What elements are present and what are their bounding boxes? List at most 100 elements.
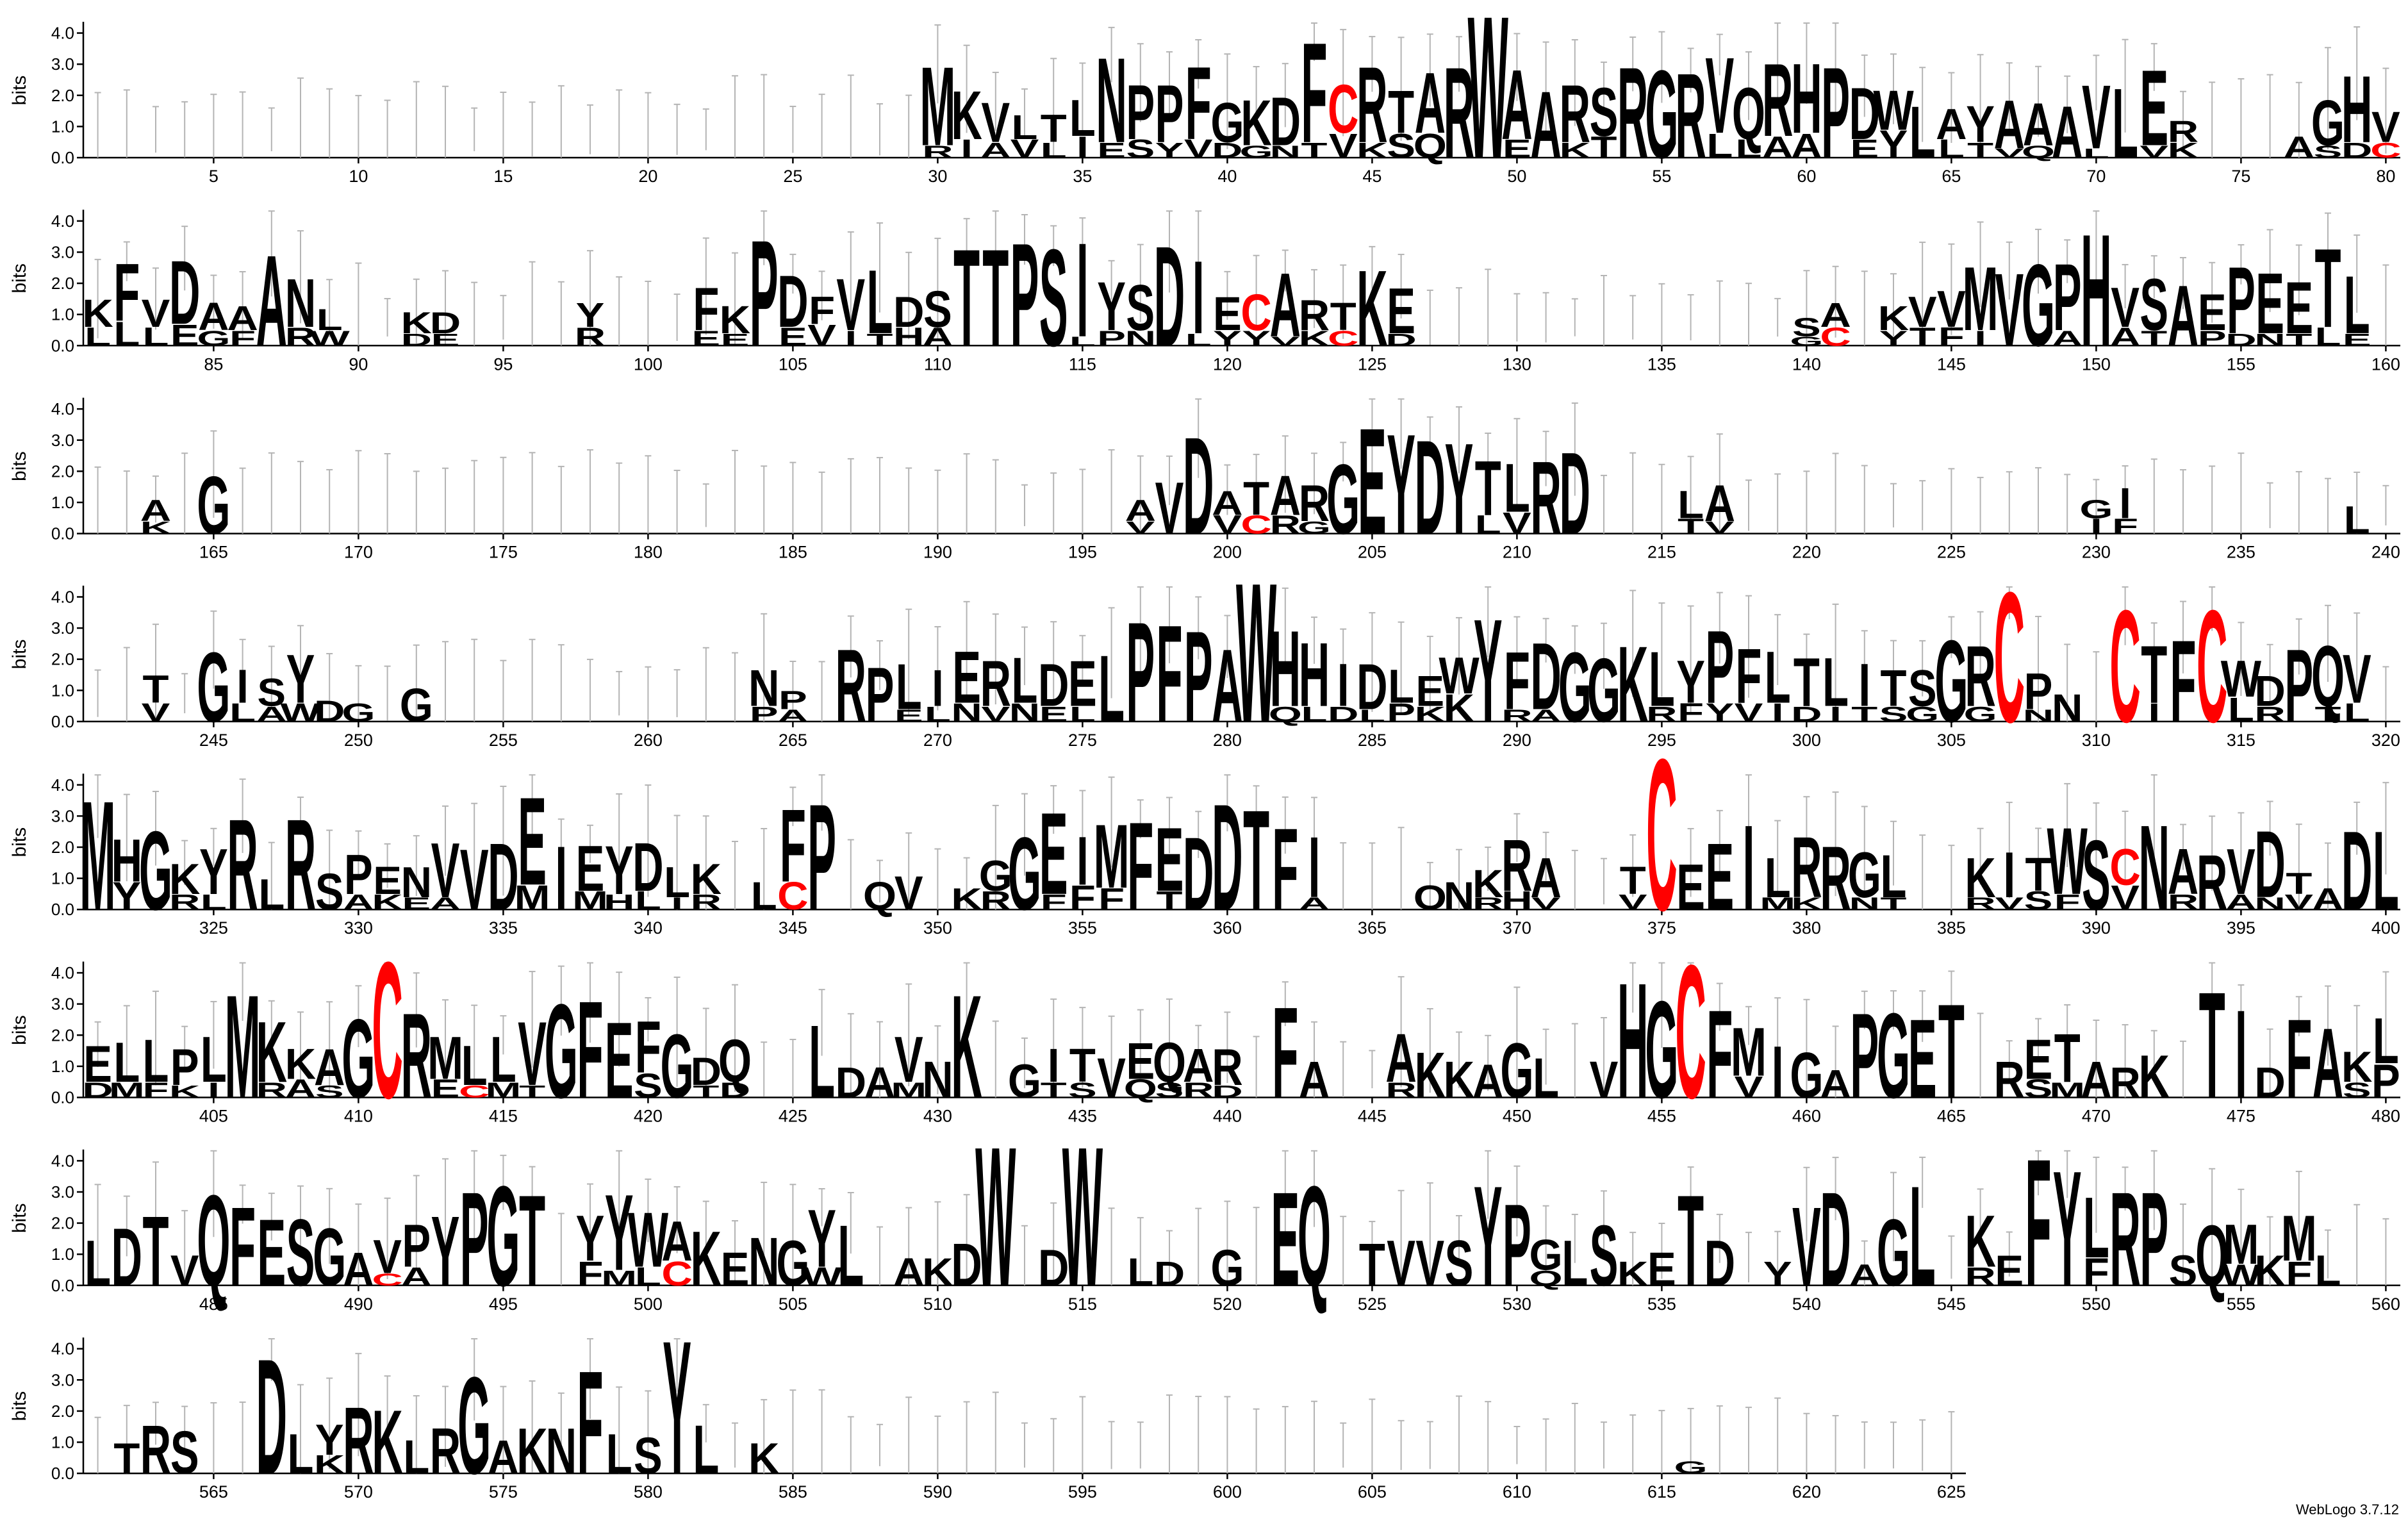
y-tick-label: 4.0 [51, 775, 74, 795]
logo-letter-202: R [1270, 510, 1301, 539]
logo-letter-42: N [1270, 142, 1301, 161]
logo-letter-47: Q [1414, 126, 1447, 165]
logo-letter-389: F [2054, 890, 2081, 914]
logo-letter-40: G [1210, 91, 1244, 154]
x-tick-label: 10 [349, 167, 368, 186]
logo-letter-575: A [488, 1430, 518, 1484]
logo-letter-153: A [2168, 267, 2198, 364]
logo-letter-124: T [1330, 295, 1357, 338]
x-tick-label: 595 [1068, 1482, 1097, 1501]
logo-letter-156: E [2255, 254, 2284, 352]
x-tick-label: 515 [1068, 1295, 1097, 1314]
x-tick-label: 615 [1647, 1482, 1676, 1501]
logo-letter-116: Y [1097, 269, 1126, 345]
logo-letter-70: L [2083, 146, 2109, 160]
logo-letter-300: T [1794, 644, 1820, 721]
logo-letter-415: M [485, 1079, 521, 1103]
logo-letter-492: P [402, 1212, 431, 1280]
logo-letter-112: T [982, 220, 1009, 375]
logo-letter-199: D [1183, 408, 1214, 563]
logo-letter-460: G [1790, 1039, 1823, 1112]
logo-letter-118: D [1154, 217, 1185, 376]
logo-letter-43: F [1301, 13, 1328, 172]
logo-letter-287: E [1415, 667, 1444, 715]
logo-letter-518: D [1154, 1254, 1185, 1293]
y-tick-label: 3.0 [51, 806, 74, 825]
logo-letter-502: K [691, 1215, 722, 1302]
logo-letter-52: K [1560, 138, 1590, 163]
y-tick-label: 2.0 [51, 461, 74, 481]
x-tick-label: 550 [2082, 1295, 2111, 1314]
logo-letter-148: G [2022, 241, 2055, 371]
x-tick-label: 415 [489, 1107, 518, 1126]
logo-letter-580: S [634, 1427, 663, 1484]
x-tick-label: 100 [634, 354, 663, 374]
y-axis-label: bits [9, 263, 30, 294]
logo-letter-297: P [1705, 610, 1734, 725]
x-tick-label: 540 [1792, 1295, 1821, 1314]
logo-letter-480: P [2371, 1054, 2400, 1107]
logo-letter-415: L [490, 1023, 516, 1096]
logo-letter-46: S [1387, 126, 1415, 165]
x-tick-label: 360 [1213, 918, 1242, 938]
logo-letter-338: M [572, 886, 608, 915]
logo-letter-301: I [1829, 702, 1842, 727]
logo-letter-107: V [836, 263, 865, 345]
logo-letter-530: P [1503, 1181, 1531, 1311]
logo-letter-409: S [315, 1082, 344, 1101]
logo-letter-211: R [1530, 441, 1561, 556]
logo-letter-103: K [720, 298, 750, 342]
logo-letter-387: V [1995, 894, 2024, 913]
logo-letter-58: Q [1732, 72, 1765, 154]
logo-letter-246: L [229, 698, 256, 727]
logo-letter-304: S [1908, 659, 1937, 717]
logo-letter-504: N [748, 1224, 779, 1301]
logo-letter-465: T [1938, 976, 1965, 1126]
logo-letter-510: K [922, 1250, 953, 1294]
y-tick-label: 0.0 [51, 336, 74, 355]
logo-letter-40: D [1212, 138, 1242, 163]
logo-letter-117: N [1125, 326, 1156, 351]
logo-letter-299: L [1765, 636, 1791, 718]
logo-letter-471: R [2109, 1059, 2140, 1107]
logo-letter-70: V [2082, 67, 2111, 169]
logo-letter-443: A [1299, 1051, 1330, 1109]
x-tick-label: 570 [344, 1482, 373, 1501]
logo-letter-277: P [1126, 592, 1155, 752]
logo-letter-311: C [2109, 576, 2140, 756]
logo-letter-264: N [748, 659, 779, 717]
logo-letter-409: A [314, 1038, 345, 1096]
logo-letter-399: D [2341, 809, 2372, 934]
x-tick-label: 225 [1937, 543, 1966, 562]
logo-letter-45: K [1357, 138, 1387, 163]
x-tick-label: 190 [923, 543, 952, 562]
x-tick-label: 320 [2371, 731, 2400, 750]
x-tick-label: 545 [1937, 1295, 1966, 1314]
logo-letter-78: S [2314, 142, 2343, 161]
y-tick-label: 2.0 [51, 1025, 74, 1045]
logo-letter-355: I [1076, 823, 1089, 900]
logo-letter-250: G [342, 698, 375, 727]
logo-letter-298: V [1735, 698, 1763, 727]
logo-letter-369: R [1472, 894, 1503, 913]
x-tick-label: 150 [2082, 354, 2111, 374]
logo-letter-201: C [1241, 510, 1271, 539]
logo-letter-281: W [1236, 542, 1276, 764]
logo-letter-78: G [2311, 87, 2345, 160]
logo-letter-371: A [1530, 846, 1561, 909]
logo-letter-147: V [1995, 252, 2024, 368]
logo-letter-314: C [2197, 576, 2227, 756]
x-tick-label: 410 [344, 1107, 373, 1126]
logo-letter-52: R [1560, 67, 1590, 160]
x-tick-label: 470 [2082, 1107, 2111, 1126]
logo-letter-79: H [2341, 57, 2372, 163]
logo-letter-317: P [2284, 629, 2313, 744]
logo-letter-480: L [2373, 1005, 2399, 1077]
logo-letter-340: D [632, 829, 663, 906]
logo-letter-212: D [1560, 429, 1590, 559]
logo-letter-72: V [2140, 142, 2168, 161]
logo-letter-60: A [1791, 126, 1822, 165]
x-tick-label: 610 [1503, 1482, 1531, 1501]
logo-letter-157: T [2286, 330, 2312, 349]
